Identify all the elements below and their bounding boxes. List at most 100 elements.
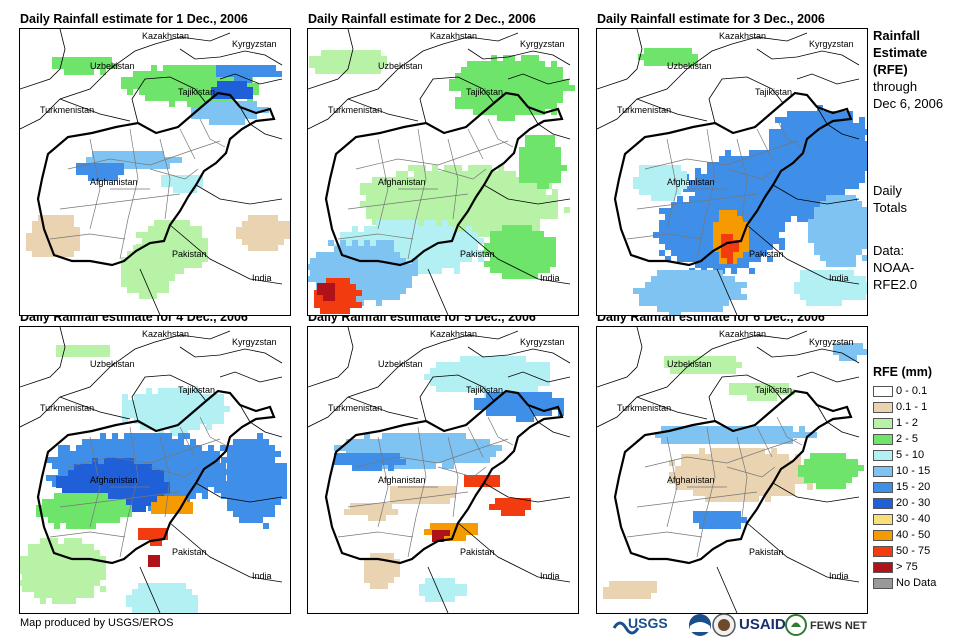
legend-swatch: [873, 450, 893, 461]
map-label-india: India: [829, 273, 849, 283]
map-label-kyrgyzstan: Kyrgyzstan: [232, 39, 277, 49]
usgs-logo: USGS: [612, 615, 668, 635]
legend-swatch: [873, 546, 893, 557]
map-label-afghanistan: Afghanistan: [378, 177, 426, 187]
map-label-india: India: [540, 273, 560, 283]
doi-seal: [712, 613, 736, 637]
side-title: Rainfall Estimate (RFE) through Dec 6, 2…: [873, 27, 943, 112]
legend-label: 50 - 75: [896, 545, 931, 557]
map-label-afghanistan: Afghanistan: [90, 475, 138, 485]
map-label-turkmenistan: Turkmenistan: [40, 403, 94, 413]
legend-label: 1 - 2: [896, 417, 919, 429]
fewsnet-logo-text: FEWS NET: [810, 620, 867, 632]
map-label-afghanistan: Afghanistan: [667, 475, 715, 485]
legend-swatch: [873, 562, 893, 573]
legend-swatch: [873, 482, 893, 493]
map-label-kazakhstan: Kazakhstan: [430, 31, 477, 41]
map-label-tajikistan: Tajikistan: [178, 87, 215, 97]
map-label-turkmenistan: Turkmenistan: [617, 105, 671, 115]
side-title-line3: (RFE): [873, 62, 908, 77]
map-label-uzbekistan: Uzbekistan: [90, 359, 135, 369]
map-label-tajikistan: Tajikistan: [466, 385, 503, 395]
panel-title-2: Daily Rainfall estimate for 2 Dec., 2006: [308, 12, 536, 26]
map-label-turkmenistan: Turkmenistan: [328, 105, 382, 115]
map-label-uzbekistan: Uzbekistan: [667, 61, 712, 71]
map-label-afghanistan: Afghanistan: [90, 177, 138, 187]
map-label-india: India: [540, 571, 560, 581]
side-source-line1: NOAA-: [873, 260, 915, 275]
legend-swatch: [873, 530, 893, 541]
legend-label: 15 - 20: [896, 481, 931, 493]
fewsnet-logo: FEWS NET: [785, 614, 867, 636]
side-date: Dec 6, 2006: [873, 96, 944, 111]
map-label-uzbekistan: Uzbekistan: [667, 359, 712, 369]
map-label-pakistan: Pakistan: [172, 547, 207, 557]
map-label-afghanistan: Afghanistan: [378, 475, 426, 485]
map-panel-5: Kazakhstan Kyrgyzstan Uzbekistan Tajikistan…: [307, 326, 579, 614]
usaid-logo: USAID: [739, 616, 786, 633]
map-label-kazakhstan: Kazakhstan: [430, 329, 477, 339]
map-label-tajikistan: Tajikistan: [178, 385, 215, 395]
legend-label: 2 - 5: [896, 433, 919, 445]
legend-label: 40 - 50: [896, 529, 931, 541]
map-label-uzbekistan: Uzbekistan: [378, 61, 423, 71]
side-source-line2: RFE2.0: [873, 277, 918, 292]
side-title-line2: Estimate: [873, 45, 928, 60]
legend-label: No Data: [896, 577, 937, 589]
map-label-kyrgyzstan: Kyrgyzstan: [809, 337, 854, 347]
legend-label: 0.1 - 1: [896, 401, 928, 413]
map-label-pakistan: Pakistan: [460, 249, 495, 259]
map-label-kyrgyzstan: Kyrgyzstan: [809, 39, 854, 49]
legend-label: 30 - 40: [896, 513, 931, 525]
map-label-turkmenistan: Turkmenistan: [40, 105, 94, 115]
legend-title: RFE (mm): [873, 365, 933, 379]
legend-swatch: [873, 578, 893, 589]
legend-label: > 75: [896, 561, 918, 573]
map-label-pakistan: Pakistan: [749, 547, 784, 557]
map-label-india: India: [252, 273, 272, 283]
map-label-afghanistan: Afghanistan: [667, 177, 715, 187]
map-label-kyrgyzstan: Kyrgyzstan: [520, 337, 565, 347]
map-label-uzbekistan: Uzbekistan: [90, 61, 135, 71]
legend-swatch: [873, 386, 893, 397]
side-daily: Daily Totals: [873, 182, 907, 216]
map-label-kazakhstan: Kazakhstan: [719, 31, 766, 41]
legend-label: 0 - 0.1: [896, 385, 928, 397]
map-panel-4: Kazakhstan Kyrgyzstan Uzbekistan Tajikistan…: [19, 326, 291, 614]
usaid-logo-text: USAID: [739, 616, 786, 633]
legend-swatch: [873, 418, 893, 429]
map-label-kazakhstan: Kazakhstan: [719, 329, 766, 339]
side-data: Data: NOAA- RFE2.0: [873, 242, 917, 293]
map-label-kyrgyzstan: Kyrgyzstan: [232, 337, 277, 347]
map-panel-3: Kazakhstan Kyrgyzstan Uzbekistan Tajikistan…: [596, 28, 868, 316]
legend-swatch: [873, 434, 893, 445]
map-label-tajikistan: Tajikistan: [755, 87, 792, 97]
map-label-india: India: [829, 571, 849, 581]
map-label-turkmenistan: Turkmenistan: [617, 403, 671, 413]
side-daily-line1: Daily: [873, 183, 902, 198]
legend-label: 10 - 15: [896, 465, 931, 477]
map-panel-2: Kazakhstan Kyrgyzstan Uzbekistan Tajikistan…: [307, 28, 579, 316]
map-label-turkmenistan: Turkmenistan: [328, 403, 382, 413]
legend-swatch: [873, 466, 893, 477]
map-label-uzbekistan: Uzbekistan: [378, 359, 423, 369]
map-panel-6: Kazakhstan Kyrgyzstan Uzbekistan Tajikistan…: [596, 326, 868, 614]
usgs-logo-text: USGS: [628, 615, 668, 631]
panel-title-1: Daily Rainfall estimate for 1 Dec., 2006: [20, 12, 248, 26]
map-label-kazakhstan: Kazakhstan: [142, 31, 189, 41]
panel-title-3: Daily Rainfall estimate for 3 Dec., 2006: [597, 12, 825, 26]
side-title-line1: Rainfall: [873, 28, 920, 43]
agency-logos: USGS USAID FEWS NET: [612, 613, 867, 637]
map-label-india: India: [252, 571, 272, 581]
map-label-pakistan: Pakistan: [460, 547, 495, 557]
side-daily-line2: Totals: [873, 200, 907, 215]
legend-swatch: [873, 514, 893, 525]
noaa-logo: [689, 614, 711, 636]
legend-swatch: [873, 402, 893, 413]
map-label-kazakhstan: Kazakhstan: [142, 329, 189, 339]
map-credit: Map produced by USGS/EROS: [20, 617, 174, 629]
legend-label: 5 - 10: [896, 449, 925, 461]
side-through: through: [873, 79, 918, 94]
map-label-tajikistan: Tajikistan: [466, 87, 503, 97]
legend-swatch: [873, 498, 893, 509]
